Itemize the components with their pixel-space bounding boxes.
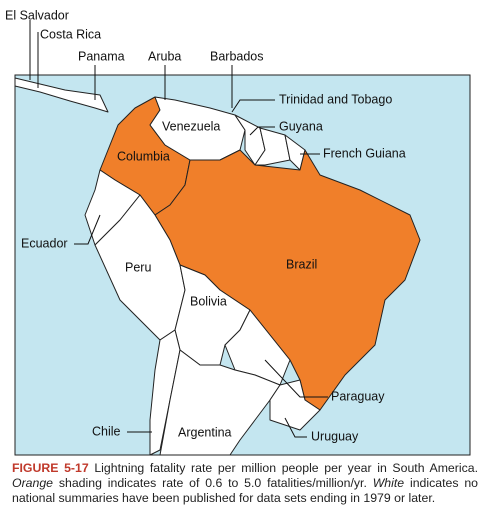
countries (14, 77, 421, 456)
leader (74, 214, 101, 245)
country-label: Uruguay (311, 429, 359, 443)
leader (249, 126, 275, 136)
chile (149, 329, 181, 456)
country-label: Venezuela (162, 119, 220, 133)
country-label: Panama (78, 49, 125, 63)
country-label: French Guiana (323, 146, 406, 160)
uruguay (269, 379, 321, 431)
labels: El Salvador Costa Rica Panama Aruba Barb… (5, 8, 406, 443)
country-label: El Salvador (5, 8, 69, 22)
leader (264, 359, 328, 398)
country-label: Peru (125, 260, 151, 274)
bolivia (174, 264, 251, 366)
caption-text: indicates no national summaries have bee… (12, 476, 478, 505)
country-label: Aruba (148, 49, 181, 63)
country-label: Barbados (210, 49, 264, 63)
leader (231, 99, 275, 113)
caption-text: Lightning fatality rate per million peop… (94, 461, 479, 475)
figure-label: FIGURE 5-17 (12, 461, 89, 475)
country-label: Argentina (178, 425, 232, 439)
leader (284, 417, 307, 438)
country-label: Guyana (279, 119, 323, 133)
country-label: Brazil (286, 257, 317, 271)
caption-text: shading indicates rate of 0.6 to 5.0 fat… (58, 476, 367, 490)
caption-emphasis: White (372, 476, 405, 490)
caption-emphasis: Orange (12, 476, 54, 490)
country-label: Chile (92, 424, 121, 438)
country-label: Bolivia (190, 294, 227, 308)
leader-lines (29, 20, 328, 438)
map: El Salvador Costa Rica Panama Aruba Barb… (5, 8, 471, 456)
country-label: Columbia (117, 149, 170, 163)
country-label: Paraguay (331, 389, 385, 403)
country-label: Costa Rica (40, 27, 101, 41)
country-label: Trinidad and Tobago (279, 92, 392, 106)
country-label: Ecuador (21, 236, 68, 250)
caption: FIGURE 5-17 Lightning fatality rate per … (12, 461, 478, 506)
